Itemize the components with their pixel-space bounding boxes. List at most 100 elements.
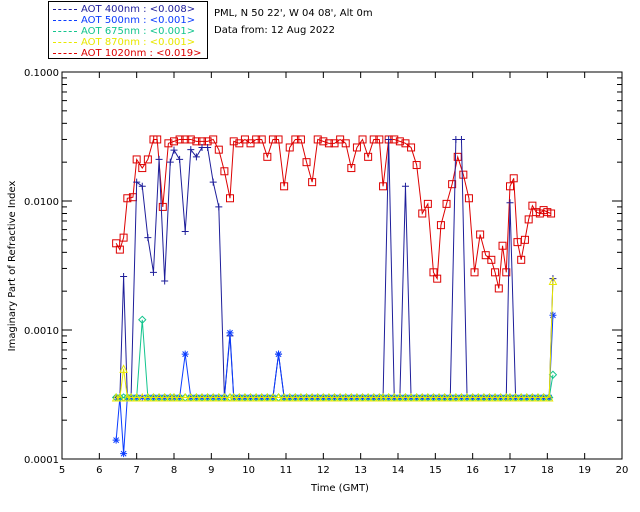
date-info: Data from: 12 Aug 2022: [214, 25, 335, 36]
data-point: [175, 392, 184, 402]
data-point: [285, 143, 294, 152]
data-point: [115, 392, 125, 402]
data-point: [401, 392, 410, 402]
x-tick-label: 19: [578, 465, 591, 476]
y-tick-label: 0.1000: [24, 68, 59, 79]
data-point: [445, 392, 455, 402]
data-point: [186, 135, 195, 144]
data-point: [226, 329, 234, 337]
data-point: [176, 155, 184, 163]
data-point: [457, 135, 465, 143]
data-point: [453, 152, 462, 161]
y-tick-label: 0.0001: [24, 455, 59, 466]
data-point: [347, 164, 356, 173]
data-point: [429, 392, 438, 402]
data-point: [203, 392, 212, 402]
data-point: [442, 199, 451, 208]
series-aot-500nm: [112, 311, 557, 458]
data-point: [516, 392, 526, 402]
y-tick-label: 0.0100: [24, 197, 59, 208]
data-point: [494, 284, 503, 293]
data-point: [119, 364, 128, 373]
x-tick-label: 8: [171, 465, 177, 476]
x-tick-label: 5: [59, 465, 65, 476]
x-tick-label: 18: [541, 465, 554, 476]
data-point: [407, 143, 416, 152]
data-point: [313, 135, 322, 144]
data-point: [192, 392, 201, 402]
data-point: [143, 392, 153, 402]
data-point: [132, 155, 141, 164]
data-point: [502, 268, 511, 277]
data-point: [235, 392, 244, 402]
data-point: [197, 392, 207, 402]
legend-swatch: [53, 19, 77, 21]
data-point: [296, 135, 305, 144]
data-point: [175, 135, 184, 144]
data-point: [192, 153, 200, 161]
data-point: [285, 392, 295, 402]
data-point: [470, 268, 479, 277]
y-axis-label: Imaginary Part of Refractive Index: [7, 181, 18, 352]
data-point: [240, 392, 250, 402]
data-point: [434, 392, 444, 402]
data-point: [252, 135, 261, 144]
series-aot-675nm: [111, 315, 558, 402]
data-point: [395, 137, 404, 146]
data-point: [181, 135, 190, 144]
data-point: [186, 392, 196, 402]
data-point: [395, 392, 405, 402]
data-point: [226, 194, 234, 203]
data-point: [257, 135, 266, 144]
data-point: [364, 152, 373, 161]
data-point: [302, 392, 311, 402]
data-point: [451, 392, 461, 402]
data-point: [120, 272, 128, 280]
data-point: [126, 392, 136, 402]
legend-swatch: [53, 41, 77, 43]
data-point: [418, 209, 427, 218]
x-tick-label: 10: [242, 465, 255, 476]
data-point: [115, 245, 124, 254]
series-line: [115, 315, 554, 454]
series-aot-870nm: [111, 276, 558, 402]
data-point: [123, 194, 132, 203]
legend-swatch: [53, 52, 77, 54]
data-point: [347, 392, 356, 402]
data-point: [170, 146, 178, 154]
series-line: [116, 280, 554, 398]
data-point: [522, 392, 532, 402]
data-point: [143, 155, 152, 164]
data-point: [549, 311, 557, 319]
data-point: [464, 194, 473, 203]
data-point: [548, 276, 558, 285]
data-point: [166, 158, 174, 166]
data-point: [220, 392, 229, 402]
x-tick-label: 15: [429, 465, 442, 476]
data-point: [440, 392, 449, 402]
data-point: [308, 178, 317, 187]
x-tick-label: 13: [354, 465, 367, 476]
data-point: [154, 392, 164, 402]
x-tick-label: 16: [466, 465, 479, 476]
data-point: [491, 268, 500, 277]
data-point: [291, 392, 300, 402]
data-point: [511, 392, 520, 402]
data-point: [246, 392, 255, 402]
data-point: [324, 139, 333, 148]
data-point: [330, 392, 339, 402]
data-point: [378, 392, 388, 402]
data-point: [155, 155, 163, 163]
data-point: [473, 392, 483, 402]
data-point: [181, 228, 189, 236]
data-point: [187, 146, 195, 154]
data-point: [138, 315, 147, 324]
data-point: [164, 139, 173, 148]
data-point: [132, 392, 141, 402]
x-tick-label: 12: [317, 465, 330, 476]
data-point: [133, 178, 141, 186]
data-point: [319, 392, 328, 402]
data-point: [385, 135, 393, 143]
data-point: [479, 392, 489, 402]
data-point: [153, 135, 162, 144]
